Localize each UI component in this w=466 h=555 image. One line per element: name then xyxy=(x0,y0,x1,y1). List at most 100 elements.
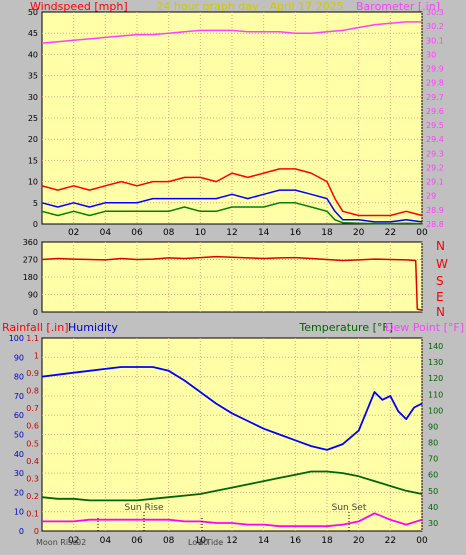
humidity-axis-ticks: 02 04 06 08 10 12 14 16 18 20 22 000102030405060708… xyxy=(9,334,444,546)
direction-axis-ticks: 0 90 180 270 360 xyxy=(23,238,38,317)
direction-letter-e: E xyxy=(436,290,444,304)
humidity-grid xyxy=(42,338,423,531)
barometer-y-tick-label: 28.9 xyxy=(426,206,444,215)
rainfall-y-tick-label: 0 xyxy=(34,527,39,536)
temperature-y-tick-label: 30 xyxy=(428,519,438,528)
barometer-y-tick-label: 29.1 xyxy=(426,178,444,187)
humidity-x-tick-label: 18 xyxy=(321,536,333,546)
rainfall-y-tick-label: 0.6 xyxy=(26,422,39,431)
humidity-y-tick-label: 80 xyxy=(14,373,24,382)
sun-rise-label: Sun Rise xyxy=(125,503,164,513)
temperature-y-tick-label: 80 xyxy=(428,439,438,448)
rainfall-y-tick-label: 0.8 xyxy=(26,387,39,396)
direction-y-tick-label: 180 xyxy=(23,273,38,282)
rainfall-y-tick-label: 0.7 xyxy=(26,404,39,413)
moon-rise-label: Moon Rise xyxy=(36,538,77,547)
wind-y-tick-label: 15 xyxy=(28,156,38,165)
direction-letter-n-top: N xyxy=(436,239,445,253)
windspeed-label: Windspeed [mph] xyxy=(30,0,128,13)
barometer-y-tick-label: 29.7 xyxy=(426,93,444,102)
humidity-x-tick-label: 00 xyxy=(416,536,428,546)
wind-y-tick-label: 45 xyxy=(28,29,38,38)
humidity-x-tick-label: 08 xyxy=(163,536,175,546)
wind-x-tick-label: 02 xyxy=(68,228,79,238)
wind-green-line xyxy=(41,202,423,225)
wind-y-tick-label: 5 xyxy=(33,199,38,208)
rainfall-y-tick-label: 1.1 xyxy=(26,334,39,343)
wind-y-tick-label: 20 xyxy=(28,135,38,144)
dewpoint-line xyxy=(42,512,423,528)
wind-y-tick-label: 50 xyxy=(28,8,38,17)
humidity-x-tick-label: 12 xyxy=(226,536,237,546)
humidity-x-tick-label: 06 xyxy=(131,536,143,546)
temperature-label: Temperature [°F] xyxy=(298,321,393,334)
rainfall-y-tick-label: 0.4 xyxy=(26,457,39,466)
wind-x-tick-label: 10 xyxy=(195,228,207,238)
humidity-x-tick-label: 22 xyxy=(385,536,396,546)
temperature-y-tick-label: 100 xyxy=(428,406,443,415)
rainfall-y-tick-label: 0.5 xyxy=(26,439,39,448)
moon-rise-time-label: 02 xyxy=(76,538,86,547)
temperature-y-tick-label: 90 xyxy=(428,422,438,431)
wind-x-tick-label: 20 xyxy=(353,228,365,238)
humidity-x-tick-label: 10 xyxy=(195,536,207,546)
sun-set-marker: Sun Set xyxy=(332,503,367,531)
wind-y-tick-label: 40 xyxy=(28,50,38,59)
low-tide-time-label: 10 xyxy=(198,538,208,547)
sun-set-label: Sun Set xyxy=(332,503,367,513)
humidity-y-tick-label: 60 xyxy=(14,411,24,420)
humidity-series xyxy=(41,366,423,528)
barometer-y-tick-label: 30.2 xyxy=(426,22,444,31)
barometer-y-tick-label: 29.3 xyxy=(426,149,444,158)
humidity-x-tick-label: 16 xyxy=(290,536,302,546)
windspeed-line xyxy=(41,168,423,217)
temperature-y-tick-label: 40 xyxy=(428,503,438,512)
wind-y-tick-label: 35 xyxy=(28,72,38,81)
barometer-y-tick-label: 28.8 xyxy=(426,220,444,229)
wind-x-tick-label: 04 xyxy=(100,228,112,238)
barometer-y-tick-label: 29.8 xyxy=(426,79,444,88)
direction-letter-s: S xyxy=(436,274,444,288)
humidity-y-tick-label: 50 xyxy=(14,431,24,440)
rainfall-label: Rainfall [.in] xyxy=(2,321,69,334)
direction-series xyxy=(41,255,423,311)
rainfall-y-tick-label: 0.3 xyxy=(26,474,39,483)
barometer-y-tick-label: 29.5 xyxy=(426,121,444,130)
humidity-x-tick-label: 04 xyxy=(100,536,112,546)
humidity-x-tick-label: 20 xyxy=(353,536,365,546)
humidity-y-tick-label: 90 xyxy=(14,353,24,362)
wind-y-tick-label: 25 xyxy=(28,114,38,123)
barometer-y-tick-label: 30.3 xyxy=(426,8,444,17)
rainfall-y-tick-label: 1 xyxy=(34,352,39,361)
barometer-y-tick-label: 30.1 xyxy=(426,36,444,45)
direction-letter-w: W xyxy=(436,257,448,271)
temperature-y-tick-label: 130 xyxy=(428,358,443,367)
temperature-line xyxy=(41,470,423,502)
wind-axis-ticks: 02 04 06 08 10 12 14 16 18 20 22 000510152025303540… xyxy=(28,8,444,238)
humidity-line xyxy=(41,366,423,451)
humidity-y-tick-label: 10 xyxy=(14,508,24,517)
temperature-y-tick-label: 140 xyxy=(428,342,443,351)
wind-x-tick-label: 08 xyxy=(163,228,175,238)
wind-x-tick-label: 12 xyxy=(226,228,237,238)
sun-rise-marker: Sun Rise xyxy=(125,503,164,531)
humidity-y-tick-label: 20 xyxy=(14,488,24,497)
humidity-y-tick-label: 100 xyxy=(9,334,24,343)
wind-blue-line xyxy=(41,189,423,223)
humidity-x-tick-label: 02 xyxy=(68,536,79,546)
barometer-y-tick-label: 29.4 xyxy=(426,135,444,144)
humidity-y-tick-label: 40 xyxy=(14,450,24,459)
humidity-label: Humidity xyxy=(68,321,118,334)
humidity-y-tick-label: 0 xyxy=(19,527,24,536)
wind-y-tick-label: 30 xyxy=(28,93,38,102)
wind-x-tick-label: 14 xyxy=(258,228,270,238)
wind-x-tick-label: 22 xyxy=(385,228,396,238)
wind-y-tick-label: 0 xyxy=(33,220,38,229)
dewpoint-label: Dew Point [°F] xyxy=(385,321,464,334)
humidity-y-tick-label: 30 xyxy=(14,469,24,478)
low-tide-label: Low Tide xyxy=(188,538,223,547)
direction-y-tick-label: 360 xyxy=(23,238,38,247)
barometer-line xyxy=(41,21,422,44)
wind-x-tick-label: 06 xyxy=(131,228,143,238)
